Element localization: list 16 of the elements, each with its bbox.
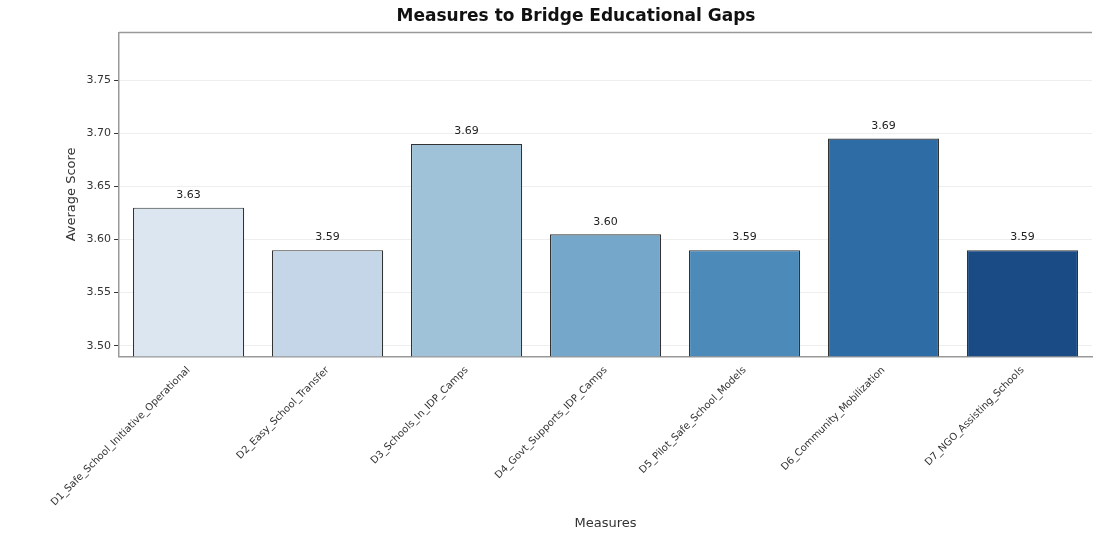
y-tick-label: 3.60	[86, 232, 112, 246]
y-tick-label: 3.55	[86, 285, 112, 299]
data-label: 3.69	[454, 124, 479, 138]
y-tick-label: 3.50	[86, 338, 112, 352]
y-tick-label: 3.75	[86, 73, 112, 87]
data-label: 3.69	[871, 118, 896, 132]
x-axis-title: Measures	[574, 514, 637, 530]
data-label: 3.60	[593, 214, 618, 228]
data-label: 3.59	[732, 230, 757, 244]
y-axis-title: Average Score	[63, 147, 79, 242]
data-label: 3.63	[176, 188, 201, 201]
data-label: 3.59	[1010, 230, 1035, 244]
chart-title: Measures to Bridge Educational Gaps	[396, 4, 756, 25]
y-tick-label: 3.70	[86, 126, 112, 140]
data-label: 3.59	[315, 230, 340, 244]
y-tick-label: 3.65	[86, 179, 112, 193]
